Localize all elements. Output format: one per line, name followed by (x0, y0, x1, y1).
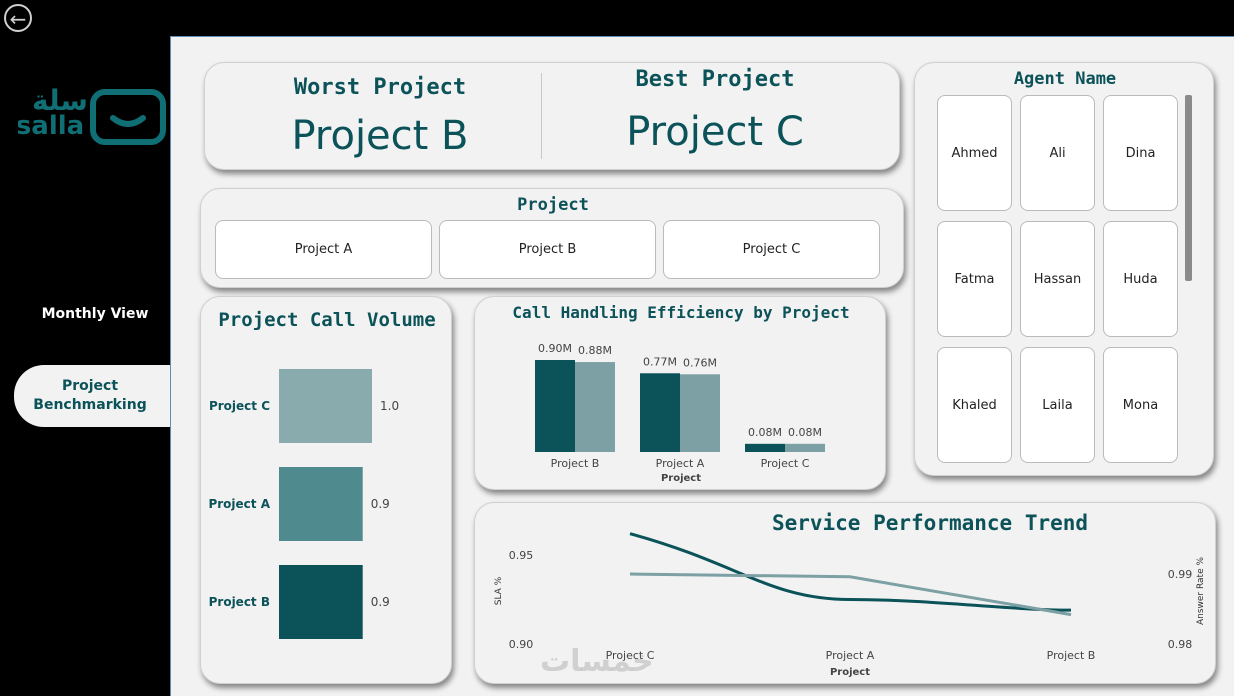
back-arrow-icon[interactable]: ← (4, 4, 32, 32)
agent-option-huda[interactable]: Huda (1103, 221, 1178, 337)
salla-logo: سلة salla (18, 84, 166, 145)
eff-value-label: 0.08M (748, 426, 782, 439)
watermark: خمسات (540, 644, 654, 679)
call-volume-card: Project Call Volume Project C 1.0 Project … (200, 296, 452, 684)
cv-value-label: 0.9 (371, 595, 390, 609)
eff-bar[interactable] (575, 362, 615, 452)
worst-project-label: Worst Project (293, 75, 467, 100)
project-slicer-card: Project Project A Project B Project C (200, 188, 904, 288)
eff-value-label: 0.76M (683, 356, 717, 369)
eff-value-label: 0.08M (788, 426, 822, 439)
trend-left-axis-title: SLA % (494, 576, 504, 605)
trend-chart: 0.95 0.90 0.99 0.98 SLA % Answer Rate % Projec… (494, 532, 1206, 678)
kpi-divider (541, 73, 542, 159)
agent-option-fatma[interactable]: Fatma (937, 221, 1012, 337)
agent-option-ahmed[interactable]: Ahmed (937, 95, 1012, 211)
nav-bench-line2: Benchmarking (33, 397, 147, 413)
trend-title: Service Performance Trend (771, 511, 1089, 535)
project-option-a[interactable]: Project A (215, 220, 432, 279)
efficiency-title: Call Handling Efficiency by Project (512, 303, 850, 322)
eff-bar[interactable] (640, 373, 680, 452)
cv-bar[interactable] (279, 369, 372, 443)
eff-bar[interactable] (680, 374, 720, 452)
best-project-label: Best Project (635, 67, 795, 92)
agent-scrollbar[interactable] (1185, 95, 1192, 281)
trend-card: Service Performance Trend 0.95 0.90 0.99 0.… (474, 502, 1216, 684)
agent-option-hassan[interactable]: Hassan (1020, 221, 1095, 337)
logo-arabic-text: سلة (32, 84, 88, 117)
eff-category-label: Project B (551, 457, 600, 470)
eff-xaxis-title: Project (661, 473, 701, 484)
agent-slicer-card: Agent Name Ahmed Ali Dina Fatma Hassan Huda Kh… (914, 62, 1214, 476)
agent-option-ali[interactable]: Ali (1020, 95, 1095, 211)
eff-category-label: Project A (656, 457, 705, 470)
eff-bar[interactable] (785, 443, 825, 452)
project-slicer-title: Project (517, 195, 589, 215)
eff-value-label: 0.90M (538, 342, 572, 355)
trend-left-tick: 0.95 (509, 549, 534, 562)
efficiency-chart: 0.90M 0.88M Project B 0.77M 0.76M Project A 0.… (535, 342, 825, 484)
eff-value-label: 0.77M (643, 355, 677, 368)
trend-answer-rate-line[interactable] (629, 572, 1072, 617)
cv-category-label: Project B (209, 595, 270, 609)
trend-right-tick: 0.98 (1168, 638, 1193, 651)
efficiency-card: Call Handling Efficiency by Project 0.90… (474, 296, 886, 490)
cv-value-label: 1.0 (380, 399, 399, 413)
eff-bar[interactable] (535, 360, 575, 452)
eff-category-label: Project C (761, 457, 810, 470)
nav-bench-line1: Project (61, 378, 119, 394)
nav-project-benchmarking[interactable]: Project Benchmarking (14, 365, 184, 427)
agent-slicer-title: Agent Name (1013, 69, 1117, 89)
eff-value-label: 0.88M (578, 344, 612, 357)
agent-option-dina[interactable]: Dina (1103, 95, 1178, 211)
eff-bar[interactable] (745, 443, 785, 452)
trend-xaxis-title: Project (830, 667, 870, 678)
agent-option-laila[interactable]: Laila (1020, 347, 1095, 463)
logo-bag-icon (90, 89, 166, 145)
trend-category-label: Project C (606, 649, 655, 662)
agent-option-khaled[interactable]: Khaled (937, 347, 1012, 463)
worst-project-value: Project B (291, 113, 469, 159)
call-volume-title: Project Call Volume (218, 309, 436, 331)
cv-value-label: 0.9 (371, 497, 390, 511)
trend-sla-line[interactable] (629, 532, 1072, 612)
trend-category-label: Project A (826, 649, 875, 662)
cv-category-label: Project C (209, 399, 270, 413)
trend-category-label: Project B (1047, 649, 1096, 662)
trend-left-tick: 0.90 (509, 638, 534, 651)
best-project-value: Project C (626, 109, 804, 155)
kpi-card: Worst Project Project B Best Project Pro… (204, 62, 900, 170)
cv-category-label: Project A (208, 497, 270, 511)
trend-right-tick: 0.99 (1168, 568, 1193, 581)
cv-bar[interactable] (279, 565, 363, 639)
nav-monthly-view[interactable]: Monthly View (41, 306, 149, 322)
trend-right-axis-title: Answer Rate % (1196, 557, 1206, 626)
project-option-c[interactable]: Project C (663, 220, 880, 279)
cv-bar[interactable] (279, 467, 363, 541)
project-option-b[interactable]: Project B (439, 220, 656, 279)
logo-english-text: salla (18, 111, 84, 141)
agent-option-mona[interactable]: Mona (1103, 347, 1178, 463)
call-volume-chart: Project C 1.0 Project A 0.9 Project B 0.9 (208, 369, 399, 639)
